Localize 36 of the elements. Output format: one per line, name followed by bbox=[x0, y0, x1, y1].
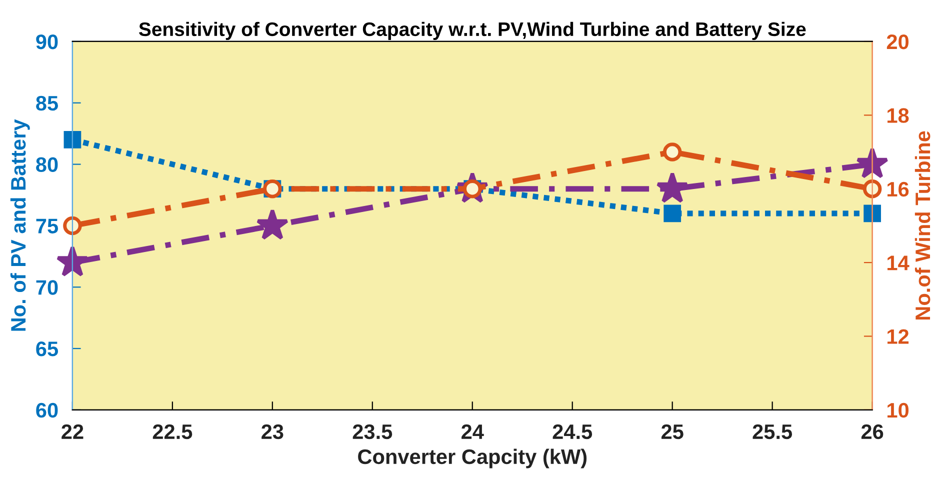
x-tick-label: 22.5 bbox=[152, 424, 192, 440]
x-tick-label: 23 bbox=[262, 424, 284, 440]
y2-tick-label: 16 bbox=[888, 182, 909, 197]
y2-tick-label: 20 bbox=[886, 34, 909, 50]
x-tick-label: 24 bbox=[462, 424, 484, 439]
x-tick-label: 26 bbox=[861, 424, 884, 440]
y2-axis-title: No.of Wind Turbine bbox=[914, 131, 930, 320]
y2-tick-label: 10 bbox=[888, 402, 909, 418]
point bbox=[664, 204, 682, 222]
point bbox=[864, 204, 881, 222]
y-axis-title: No. of PV and Battery bbox=[10, 119, 30, 331]
x-tick-label: 22 bbox=[62, 424, 84, 439]
point bbox=[64, 131, 82, 148]
y2-tick-label: 12 bbox=[888, 329, 909, 344]
y-tick-label: 80 bbox=[36, 157, 58, 172]
y-tick-label: 75 bbox=[36, 218, 58, 234]
point bbox=[63, 216, 82, 236]
x-tick-label: 25.5 bbox=[752, 424, 792, 440]
point bbox=[856, 147, 889, 178]
y-tick-label: 70 bbox=[36, 280, 58, 295]
point bbox=[656, 172, 689, 203]
point bbox=[56, 246, 89, 277]
y-tick-label: 90 bbox=[36, 34, 58, 50]
point bbox=[256, 208, 289, 240]
y-tick-label: 65 bbox=[36, 342, 58, 356]
point bbox=[862, 179, 882, 198]
y2-tick-label: 14 bbox=[888, 256, 910, 270]
y-tick-label: 60 bbox=[36, 402, 58, 418]
y-tick-label: 85 bbox=[36, 96, 58, 111]
x-tick-label: 25 bbox=[661, 424, 684, 440]
x-tick-label: 24.5 bbox=[552, 424, 592, 440]
point bbox=[662, 142, 682, 162]
x-axis-title: Converter Capcity (kW) bbox=[358, 448, 587, 468]
y2-tick-label: 18 bbox=[888, 108, 909, 123]
x-tick-label: 23.5 bbox=[352, 424, 392, 440]
chart-title: Sensitivity of Converter Capacity w.r.t. PV,Wind Turbine and Battery Size bbox=[138, 22, 806, 40]
